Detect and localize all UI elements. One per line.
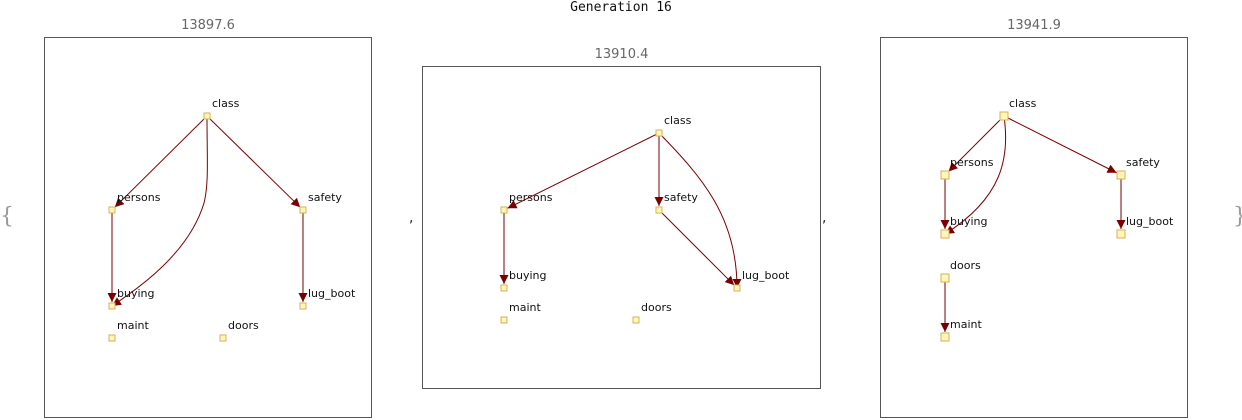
node-label-buying: buying bbox=[509, 269, 546, 282]
node-label-doors: doors bbox=[228, 319, 259, 332]
node-label-persons: persons bbox=[117, 191, 161, 204]
edge-class-to-safety bbox=[1003, 115, 1117, 174]
node-doors bbox=[940, 273, 950, 283]
edge-class-to-safety bbox=[206, 115, 301, 208]
network-panel-3: 13941.9 class persons safety buying lug_boot… bbox=[880, 18, 1188, 418]
network-panel-2: 13910.4 class persons safety buying lug_boot… bbox=[422, 47, 821, 389]
network-panel-1: 13897.6 class persons safety buying lug_boot… bbox=[44, 18, 372, 418]
panel-score: 13910.4 bbox=[594, 47, 649, 62]
edge-class-to-buying bbox=[944, 115, 1007, 235]
node-safety bbox=[299, 206, 307, 214]
node-buying bbox=[108, 302, 116, 310]
node-label-maint: maint bbox=[950, 318, 982, 331]
node-label-safety: safety bbox=[308, 191, 342, 204]
edge-class-to-persons bbox=[507, 132, 660, 209]
panel-frame bbox=[880, 37, 1188, 418]
node-class bbox=[203, 112, 211, 120]
node-maint bbox=[500, 316, 508, 324]
edge-class-to-persons bbox=[114, 115, 208, 208]
edge-class-to-buying bbox=[111, 115, 208, 307]
node-label-safety: safety bbox=[664, 191, 698, 204]
node-label-safety: safety bbox=[1126, 156, 1160, 169]
node-label-lug_boot: lug_boot bbox=[308, 287, 356, 300]
node-class bbox=[999, 111, 1009, 121]
node-label-lug_boot: lug_boot bbox=[1126, 215, 1174, 228]
node-label-maint: maint bbox=[117, 319, 149, 332]
generation-title: Generation 16 bbox=[570, 0, 672, 15]
node-label-class: class bbox=[212, 97, 240, 110]
list-separator: , bbox=[822, 210, 827, 226]
node-buying bbox=[500, 284, 508, 292]
node-doors bbox=[219, 334, 227, 342]
panel-frame bbox=[44, 37, 372, 418]
node-lug_boot bbox=[1116, 229, 1126, 239]
node-label-doors: doors bbox=[950, 259, 981, 272]
node-safety bbox=[655, 206, 663, 214]
open-brace: { bbox=[0, 204, 14, 229]
close-brace: } bbox=[1233, 204, 1242, 229]
edge-safety-to-lug_boot bbox=[658, 209, 735, 286]
node-label-lug_boot: lug_boot bbox=[742, 269, 790, 282]
edge-class-to-persons bbox=[948, 115, 1005, 172]
node-safety bbox=[1116, 170, 1126, 180]
node-label-persons: persons bbox=[509, 191, 553, 204]
node-class bbox=[655, 129, 663, 137]
node-label-buying: buying bbox=[117, 287, 154, 300]
node-persons bbox=[108, 206, 116, 214]
node-label-buying: buying bbox=[950, 215, 987, 228]
node-maint bbox=[108, 334, 116, 342]
panel-score: 13897.6 bbox=[181, 18, 235, 33]
node-label-class: class bbox=[664, 114, 692, 127]
node-maint bbox=[940, 332, 950, 342]
node-buying bbox=[940, 229, 950, 239]
node-persons bbox=[940, 170, 950, 180]
node-label-persons: persons bbox=[950, 156, 994, 169]
panel-frame bbox=[422, 66, 821, 389]
node-lug_boot bbox=[299, 302, 307, 310]
node-label-class: class bbox=[1009, 97, 1037, 110]
node-label-doors: doors bbox=[641, 301, 672, 314]
edge-class-to-lug_boot bbox=[658, 132, 742, 289]
node-label-maint: maint bbox=[509, 301, 541, 314]
panel-score: 13941.9 bbox=[1007, 18, 1061, 33]
node-persons bbox=[500, 206, 508, 214]
node-lug_boot bbox=[733, 284, 741, 292]
list-separator: , bbox=[409, 210, 414, 226]
node-doors bbox=[632, 316, 640, 324]
